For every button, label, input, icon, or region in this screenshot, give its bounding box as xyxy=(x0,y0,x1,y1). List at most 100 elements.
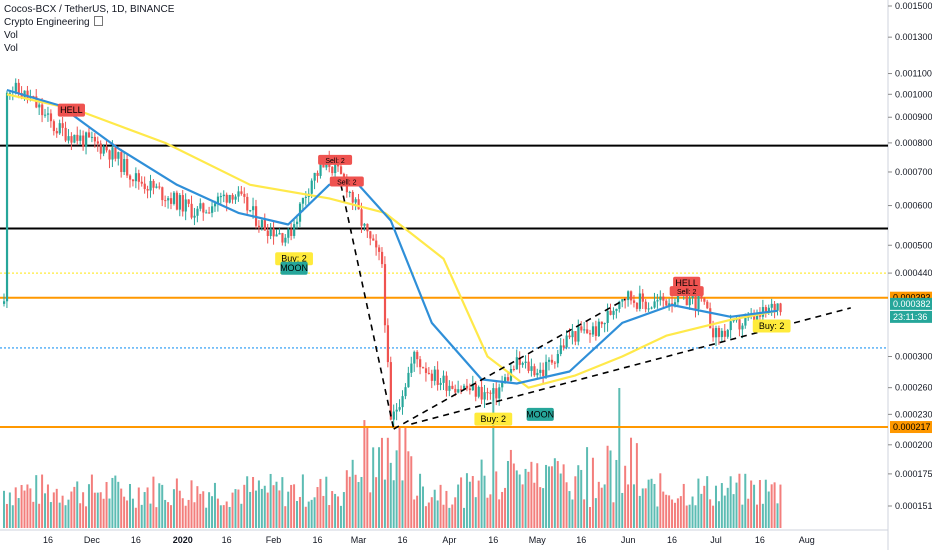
volume-bar xyxy=(744,473,747,528)
volume-bar xyxy=(228,506,231,528)
volume-bar xyxy=(498,499,501,528)
volume-bar xyxy=(281,477,284,528)
indicator-row[interactable]: Crypto Engineering xyxy=(4,16,174,29)
signal-text: MOON xyxy=(280,263,308,273)
volume-bar xyxy=(363,420,366,528)
candle-body xyxy=(589,333,592,335)
volume-bar xyxy=(246,476,249,528)
volume-bar xyxy=(697,478,700,528)
volume-bar xyxy=(779,484,782,528)
candle-body xyxy=(38,104,41,108)
candle-body xyxy=(58,123,61,134)
indicator-settings-icon[interactable] xyxy=(94,16,104,26)
y-tick-label: 0.001100 xyxy=(895,69,932,79)
volume-bar xyxy=(331,491,334,528)
volume-bar xyxy=(85,506,88,528)
volume-bar xyxy=(82,492,85,528)
volume-bar xyxy=(99,492,102,528)
volume-legend-2[interactable]: Vol xyxy=(4,43,18,54)
candle-body xyxy=(700,294,703,299)
candle-body xyxy=(518,357,521,365)
candle-body xyxy=(96,141,99,144)
candle-body xyxy=(627,291,630,301)
volume-bar xyxy=(468,481,471,528)
x-tick-label: 16 xyxy=(667,535,677,545)
volume-bar xyxy=(709,499,712,528)
volume-bar xyxy=(26,484,29,528)
volume-bar xyxy=(137,487,140,528)
volume-legend-1[interactable]: Vol xyxy=(4,30,18,41)
volume-bar xyxy=(64,505,67,528)
candle-body xyxy=(688,298,691,306)
volume-bar xyxy=(392,480,395,528)
indicator-name[interactable]: Crypto Engineering xyxy=(4,17,90,28)
candle-body xyxy=(442,375,445,383)
x-tick-label: Feb xyxy=(266,535,282,545)
candle-body xyxy=(246,196,249,211)
volume-bar xyxy=(703,485,706,528)
candle-body xyxy=(216,196,220,204)
volume-bar xyxy=(603,484,606,528)
candle-body xyxy=(102,146,105,154)
candle-body xyxy=(433,369,436,381)
candle-body xyxy=(90,136,94,138)
candle-body xyxy=(322,164,325,168)
x-tick-label: Jun xyxy=(621,535,636,545)
candle-body xyxy=(219,196,223,198)
volume-bar xyxy=(747,498,750,528)
candle-body xyxy=(389,362,392,420)
volume-bar xyxy=(213,482,216,528)
volume-bar xyxy=(14,487,17,528)
candle-body xyxy=(756,313,759,322)
volume-bar xyxy=(750,480,753,528)
signal-label: Buy: 2 xyxy=(752,319,791,333)
signal-label: Sell: 2 xyxy=(329,176,364,187)
volume-bar xyxy=(419,473,422,528)
candle-body xyxy=(205,212,208,214)
volume-bar xyxy=(231,492,234,528)
symbol-title[interactable]: Cocos-BCX / TetherUS, 1D, BINANCE xyxy=(4,4,175,15)
volume-bar xyxy=(556,461,559,528)
candle-body xyxy=(363,223,366,226)
candle-body xyxy=(504,377,507,383)
x-tick-label: 16 xyxy=(131,535,141,545)
volume-bar xyxy=(199,493,202,528)
candle-body xyxy=(202,203,205,213)
volume-bar xyxy=(644,488,647,528)
volume-bar xyxy=(378,447,381,528)
candle-body xyxy=(120,152,123,173)
candle-body xyxy=(612,310,615,315)
volume-bar xyxy=(254,490,257,528)
volume-bar xyxy=(44,493,47,528)
volume-bar xyxy=(577,465,580,528)
candle-body xyxy=(744,318,747,326)
candle-body xyxy=(404,387,407,397)
candle-body xyxy=(128,175,132,180)
volume-bar xyxy=(741,504,744,528)
volume-bar xyxy=(433,489,436,528)
volume-bar xyxy=(205,507,208,528)
candle-body xyxy=(489,392,492,394)
volume-bar xyxy=(128,483,131,528)
candle-body xyxy=(597,321,600,337)
candle-body xyxy=(732,319,735,322)
candle-body xyxy=(190,203,193,218)
candle-body xyxy=(609,310,612,315)
volume-bar xyxy=(52,492,55,528)
candle-body xyxy=(545,361,548,376)
volume-bar xyxy=(354,474,357,528)
volume-bar xyxy=(542,488,545,528)
volume-bar xyxy=(76,481,79,528)
volume-bar xyxy=(140,504,143,528)
volume-bar xyxy=(61,495,64,528)
volume-bar xyxy=(700,493,703,528)
candle-body xyxy=(117,152,120,159)
candle-body xyxy=(436,369,439,385)
candle-body xyxy=(249,210,252,212)
candle-body xyxy=(310,180,313,194)
volume-bar xyxy=(293,484,296,528)
volume-bar xyxy=(41,474,44,528)
volume-bar xyxy=(73,486,76,528)
